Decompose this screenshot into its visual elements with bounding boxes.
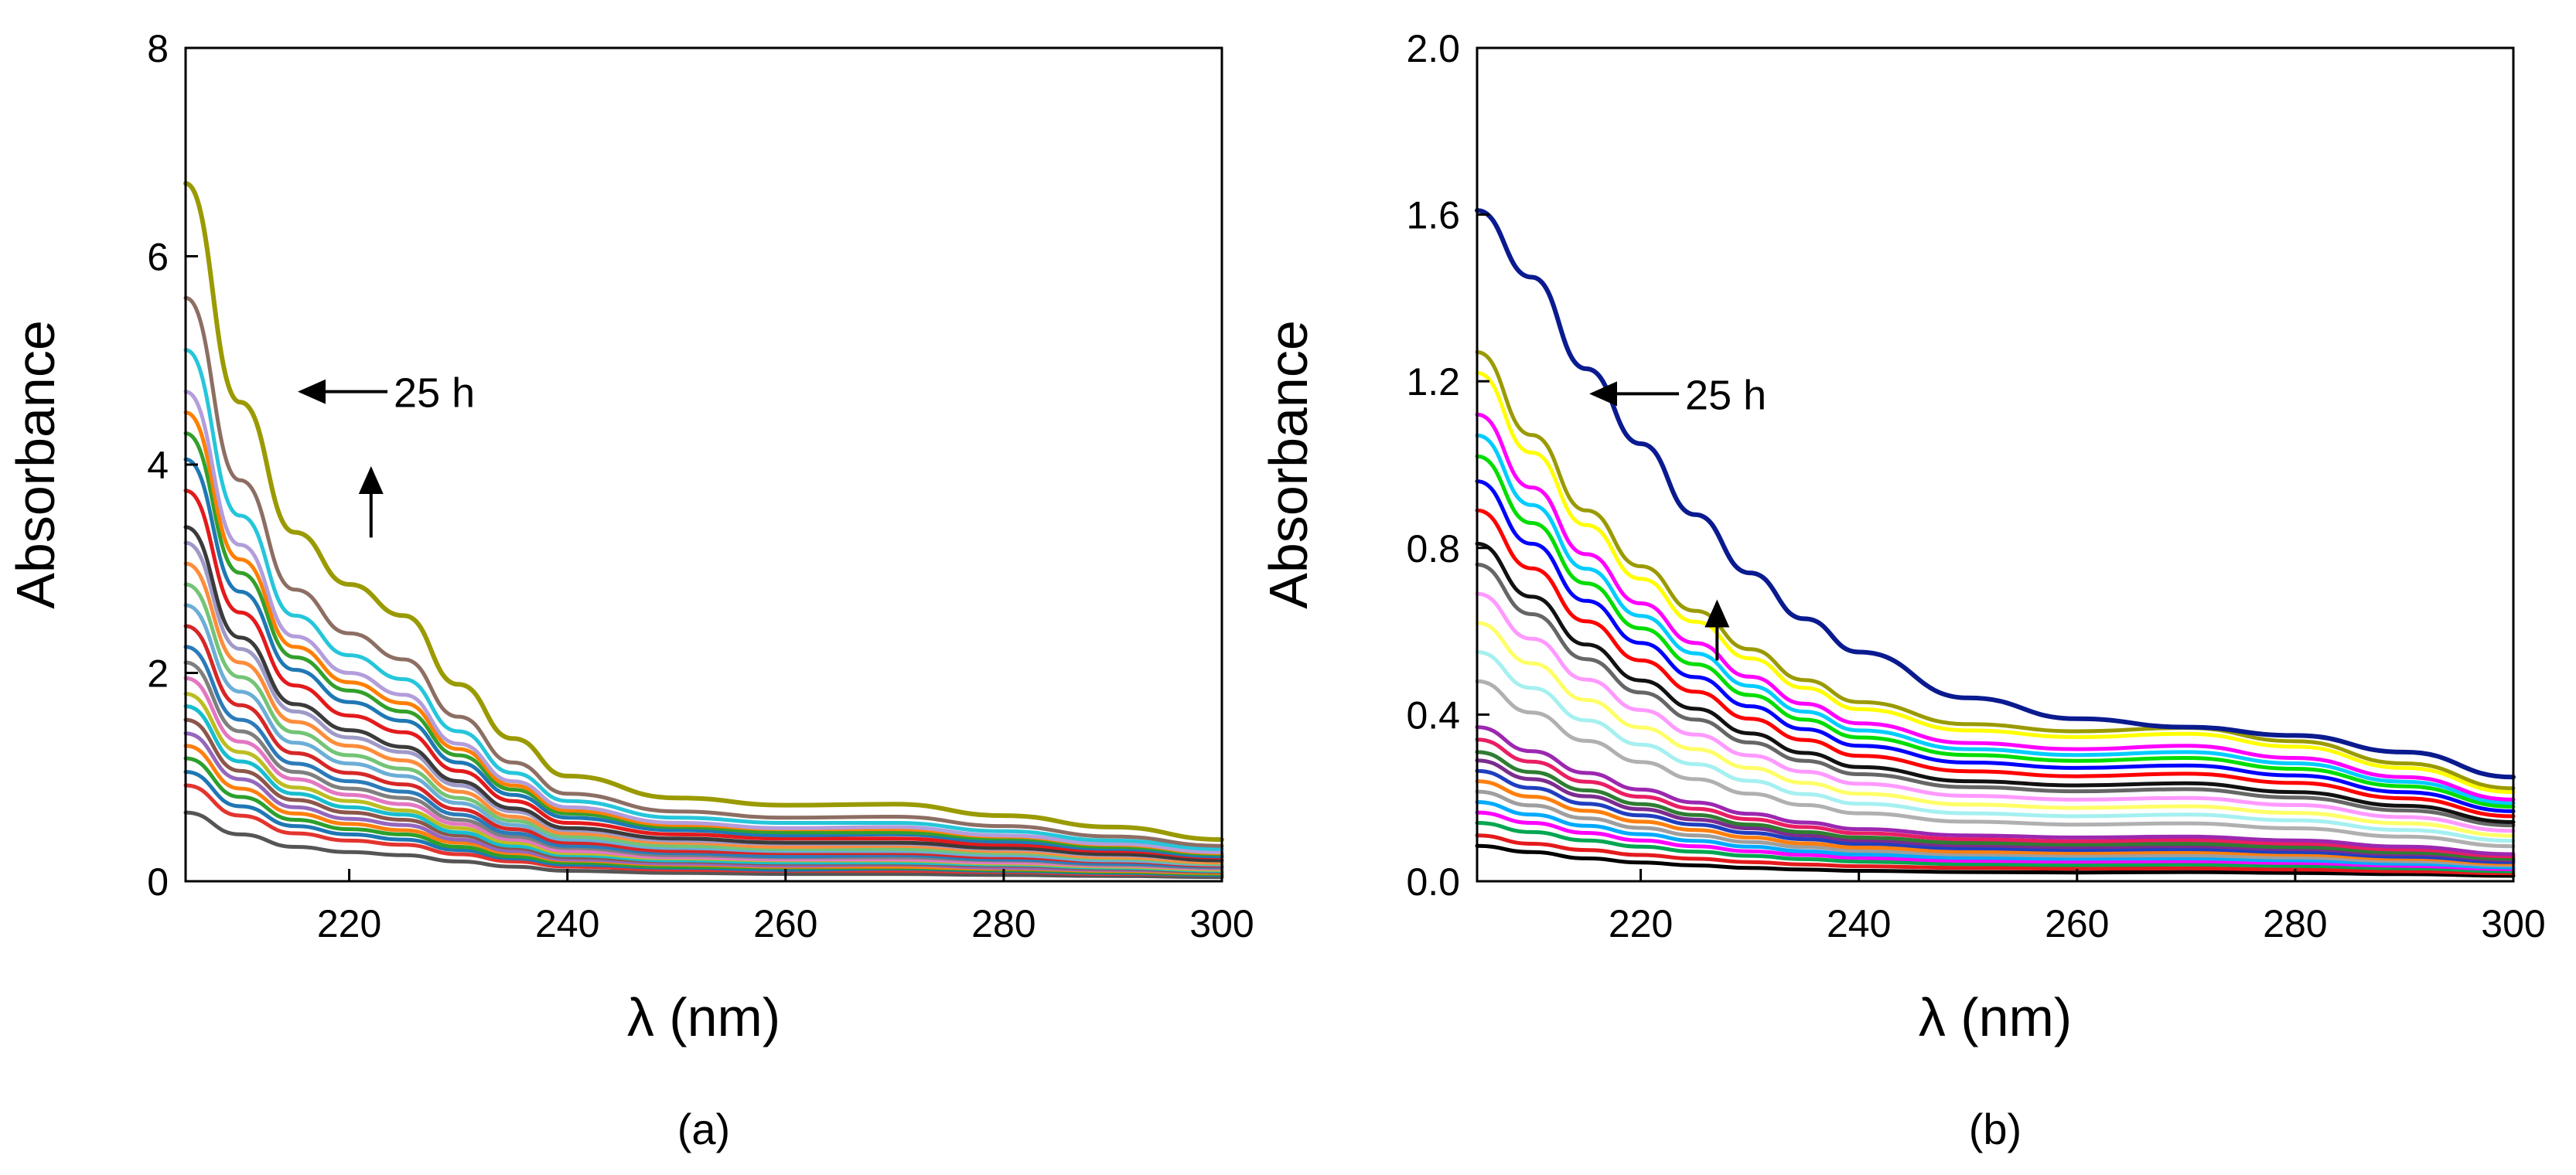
y-tick-label-a-3: 4 (147, 444, 169, 487)
series-line-a-19 (183, 489, 1224, 860)
plot-frame-b (1476, 46, 2515, 883)
panel-label-a: (a) (677, 1105, 730, 1153)
y-tick-label-a-5: 8 (147, 27, 169, 70)
series-line-a-14 (183, 603, 1224, 867)
series-line-b-22 (1475, 433, 2516, 805)
panel-label-b: (b) (1969, 1105, 2022, 1153)
chart-panel-a: 220 240 260 280 300 0 2 4 6 8 25 h λ (nm) Absorba… (5, 27, 1254, 1153)
series-line-b-25 (1475, 350, 2516, 791)
series-line-b-26 (1475, 208, 2516, 780)
series-line-a-16 (183, 561, 1224, 865)
x-tick-label-b-2: 240 (1827, 902, 1891, 945)
series-line-b-1 (1475, 843, 2516, 878)
series-line-b-15 (1475, 621, 2516, 838)
series-line-a-24 (183, 348, 1224, 851)
series-line-a-13 (183, 624, 1224, 868)
series-line-a-12 (183, 645, 1224, 869)
annotations-a: 25 h (298, 370, 475, 538)
y-tick-label-b-5: 1.6 (1406, 194, 1460, 237)
x-tick-label-b-1: 220 (1609, 902, 1673, 945)
series-line-b-8 (1475, 768, 2516, 864)
series-line-b-19 (1475, 508, 2516, 819)
series-line-a-15 (183, 582, 1224, 866)
x-tick-label-b-4: 280 (2263, 902, 2327, 945)
series-line-b-18 (1475, 541, 2516, 824)
series-line-b-14 (1475, 650, 2516, 843)
series-line-b-17 (1475, 562, 2516, 828)
series-line-b-4 (1475, 810, 2516, 871)
series-line-b-23 (1475, 412, 2516, 802)
x-tick-label-a-1: 220 (317, 902, 381, 945)
series-line-b-5 (1475, 800, 2516, 870)
series-line-b-9 (1475, 758, 2516, 862)
annotations-b: 25 h (1589, 372, 1766, 661)
series-layer-a (183, 181, 1224, 880)
series-line-b-20 (1475, 479, 2516, 813)
y-tick-label-b-3: 0.8 (1406, 527, 1460, 570)
y-tick-label-b-1: 0.0 (1406, 860, 1460, 904)
series-line-b-12 (1475, 725, 2516, 857)
series-line-b-7 (1475, 779, 2516, 866)
series-line-a-25 (183, 295, 1224, 848)
x-axis-title-b: λ (nm) (1919, 987, 2072, 1047)
annotation-label-a: 25 h (394, 370, 475, 417)
series-line-a-18 (183, 525, 1224, 863)
series-line-b-13 (1475, 679, 2516, 849)
series-line-b-10 (1475, 750, 2516, 861)
x-tick-label-a-5: 300 (1189, 902, 1254, 945)
y-tick-label-a-2: 2 (147, 652, 169, 696)
x-tick-label-a-2: 240 (535, 902, 599, 945)
series-line-a-20 (183, 457, 1224, 859)
chart-panel-b: 220 240 260 280 300 0.0 0.4 0.8 1.2 1.6 2.0 25 h λ… (1258, 27, 2546, 1153)
y-tick-label-a-4: 6 (147, 236, 169, 279)
series-layer-b (1475, 208, 2516, 878)
series-line-b-3 (1475, 821, 2516, 874)
ticks-a: 220 240 260 280 300 0 2 4 6 8 (147, 27, 1254, 945)
series-line-b-16 (1475, 591, 2516, 833)
x-tick-label-b-3: 260 (2045, 902, 2109, 945)
y-tick-label-b-2: 0.4 (1406, 693, 1460, 737)
series-line-a-23 (183, 390, 1224, 854)
x-axis-title-a: λ (nm) (627, 987, 780, 1047)
x-tick-label-a-3: 260 (753, 902, 817, 945)
annotation-label-b: 25 h (1685, 372, 1766, 418)
series-line-b-11 (1475, 737, 2516, 859)
series-line-a-10 (183, 676, 1224, 871)
series-line-b-6 (1475, 789, 2516, 867)
y-tick-label-b-6: 2.0 (1406, 27, 1460, 70)
y-axis-title-a: Absorbance (5, 320, 66, 609)
y-tick-label-b-4: 1.2 (1406, 360, 1460, 404)
x-tick-label-b-5: 300 (2481, 902, 2545, 945)
y-axis-title-b: Absorbance (1258, 320, 1319, 609)
series-line-b-21 (1475, 454, 2516, 809)
series-line-b-24 (1475, 370, 2516, 795)
y-tick-label-a-1: 0 (147, 860, 169, 904)
x-tick-label-a-4: 280 (971, 902, 1036, 945)
series-line-a-26 (183, 181, 1224, 843)
series-line-a-21 (183, 431, 1224, 857)
series-line-a-6 (183, 731, 1224, 874)
ticks-b: 220 240 260 280 300 0.0 0.4 0.8 1.2 1.6 2.0 (1406, 27, 2545, 945)
